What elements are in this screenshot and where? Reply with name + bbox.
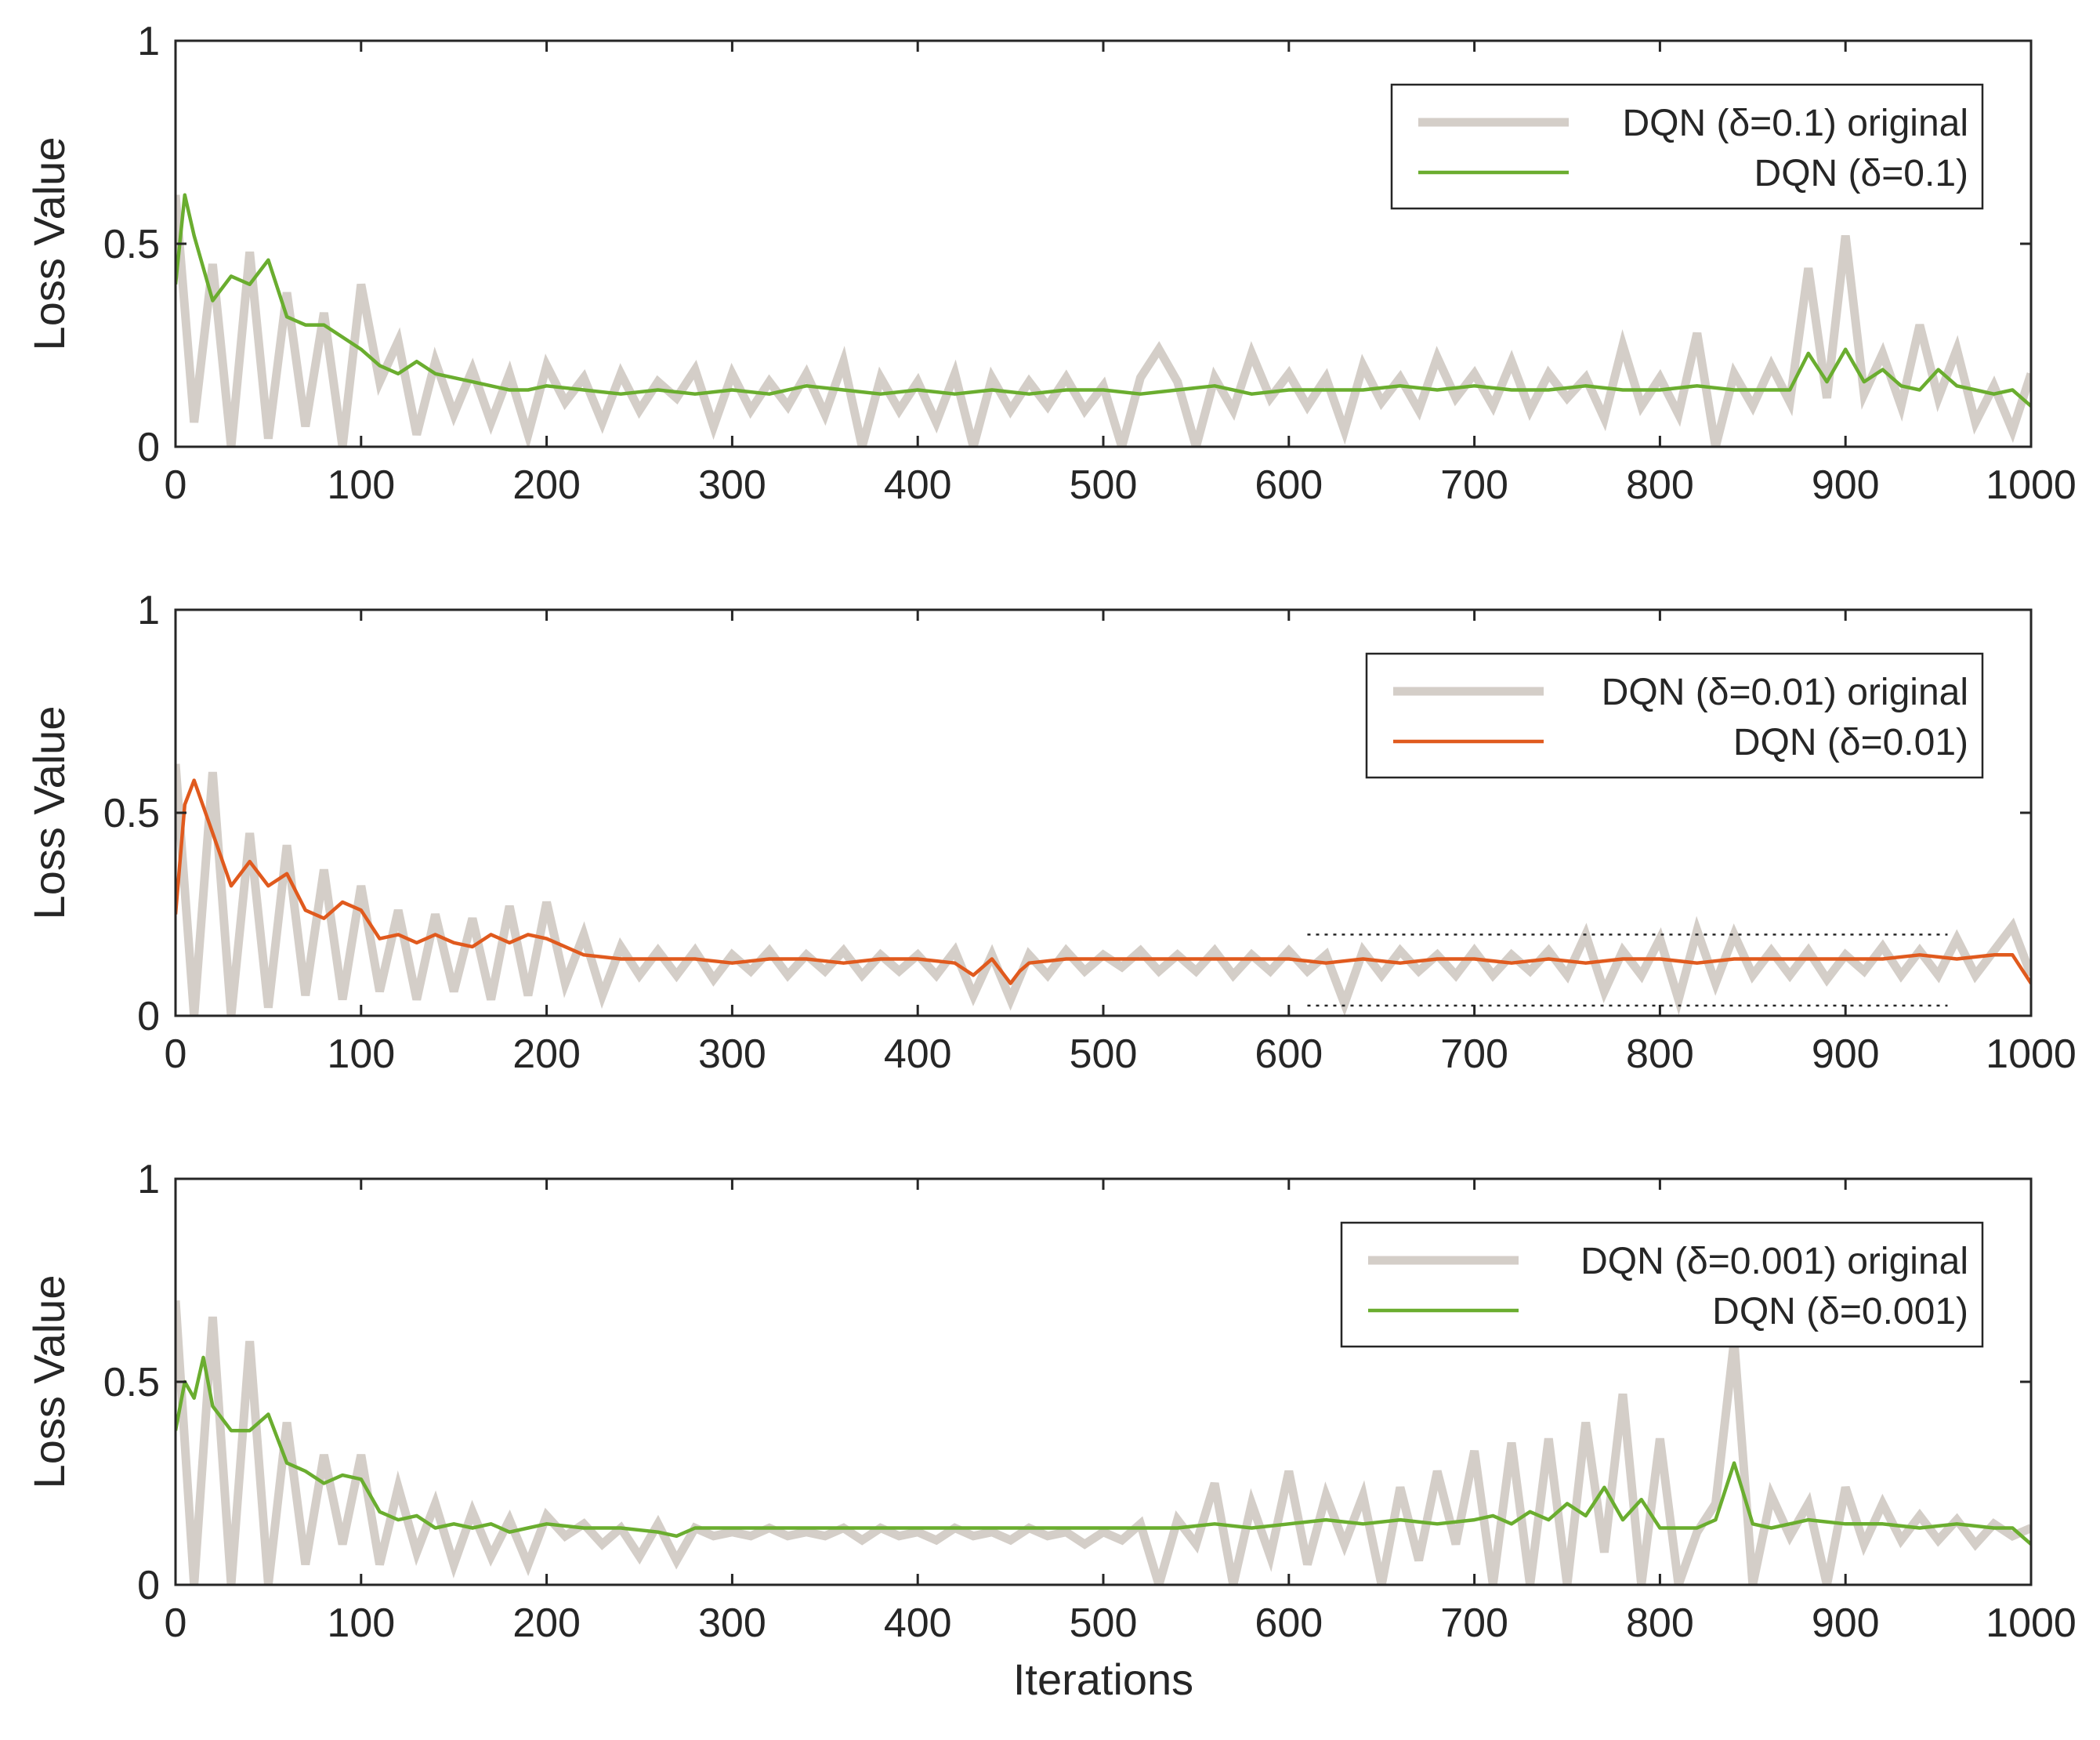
panels: 0 100 200 300 400 500 600 700 800 900 100000.51Los…: [24, 19, 2076, 1704]
x-tick-label: 700: [1440, 1600, 1508, 1646]
x-tick-label: 100: [327, 1031, 395, 1077]
x-tick-label: 0: [165, 1600, 187, 1646]
y-tick-label: 0: [137, 994, 160, 1039]
x-tick-label: 200: [512, 462, 581, 508]
x-tick-label: 900: [1812, 1600, 1880, 1646]
legend-entry-label: DQN (δ=0.1): [1754, 153, 1968, 194]
x-tick-label: 600: [1255, 462, 1323, 508]
y-tick-label: 1: [137, 1157, 160, 1202]
x-tick-label: 900: [1812, 462, 1880, 508]
x-tick-label: 200: [512, 1600, 581, 1646]
x-tick-label: 1000: [1986, 1031, 2076, 1077]
legend-entry-label: DQN (δ=0.001): [1712, 1291, 1968, 1332]
y-tick-label: 1: [137, 19, 160, 64]
x-tick-label: 300: [698, 1031, 766, 1077]
x-tick-label: 400: [884, 1600, 952, 1646]
y-axis-label: Loss Value: [24, 137, 74, 351]
legend-entry-label: DQN (δ=0.1) original: [1622, 103, 1968, 144]
plot-area: [176, 1300, 2031, 1585]
x-tick-label: 600: [1255, 1600, 1323, 1646]
y-tick-label: 1: [137, 588, 160, 633]
x-tick-label: 800: [1626, 1031, 1694, 1077]
series-line-smoothed-1: [176, 193, 2031, 408]
x-tick-label: 300: [698, 462, 766, 508]
x-axis-label: Iterations: [1013, 1655, 1193, 1704]
series-line-original-1: [176, 194, 2031, 447]
x-tick-label: 400: [884, 462, 952, 508]
chart-panel-2: 0 100 200 300 400 500 600 700 800 900 1000 0 0.5 1 Los…: [24, 588, 2076, 1077]
y-tick-label: 0.5: [103, 1360, 160, 1405]
x-tick-label: 600: [1255, 1031, 1323, 1077]
x-tick-label: 800: [1626, 462, 1694, 508]
plot-area: [176, 763, 2031, 1016]
x-tick-label: 0: [165, 1031, 187, 1077]
x-tick-label: 200: [512, 1031, 581, 1077]
y-tick-label: 0.5: [103, 222, 160, 267]
x-tick-label: 100: [327, 1600, 395, 1646]
x-tick-label: 100: [327, 462, 395, 508]
x-tick-label: 800: [1626, 1600, 1694, 1646]
x-tick-label: 400: [884, 1031, 952, 1077]
series-line-smoothed-3: [176, 1355, 2031, 1546]
x-tick-label: 900: [1812, 1031, 1880, 1077]
y-axis-label: Loss Value: [24, 706, 74, 920]
x-tick-label: 0: [165, 462, 187, 508]
legend-box: [1365, 652, 1984, 779]
legend-entry-label: DQN (δ=0.01) original: [1602, 672, 1968, 713]
chart-panel-1: 0 100 200 300 400 500 600 700 800 900 1000 0 0.5 1 Los…: [24, 19, 2076, 508]
series-line-smoothed-2: [176, 778, 2031, 985]
y-axis-label: Loss Value: [24, 1275, 74, 1489]
x-tick-label: 500: [1070, 462, 1138, 508]
x-tick-label: 500: [1070, 1031, 1138, 1077]
legend: DQN (δ=0.1) original DQN (δ=0.1): [1390, 83, 1984, 210]
legend: DQN (δ=0.001) original DQN (δ=0.001): [1340, 1221, 1984, 1348]
legend-box: [1340, 1221, 1984, 1348]
y-tick-label: 0: [137, 1563, 160, 1608]
series-line-original-3: [176, 1300, 2031, 1585]
legend-entry-label: DQN (δ=0.001) original: [1580, 1241, 1968, 1282]
y-tick-label: 0: [137, 425, 160, 470]
x-tick-label: 1000: [1986, 462, 2076, 508]
series-line-original-2: [176, 763, 2031, 1016]
x-tick-label: 700: [1440, 462, 1508, 508]
x-tick-label: 1000: [1986, 1600, 2076, 1646]
legend: DQN (δ=0.01) original DQN (δ=0.01): [1365, 652, 1984, 779]
chart-panel-3: 0 100 200 300 400 500 600 700 800 900 1000 0 0.5 1 Los…: [24, 1157, 2076, 1704]
y-tick-label: 0.5: [103, 791, 160, 836]
x-tick-label: 500: [1070, 1600, 1138, 1646]
legend-box: [1390, 83, 1984, 210]
plot-area: [176, 193, 2031, 447]
x-tick-label: 700: [1440, 1031, 1508, 1077]
legend-entry-label: DQN (δ=0.01): [1733, 722, 1968, 763]
x-tick-label: 300: [698, 1600, 766, 1646]
